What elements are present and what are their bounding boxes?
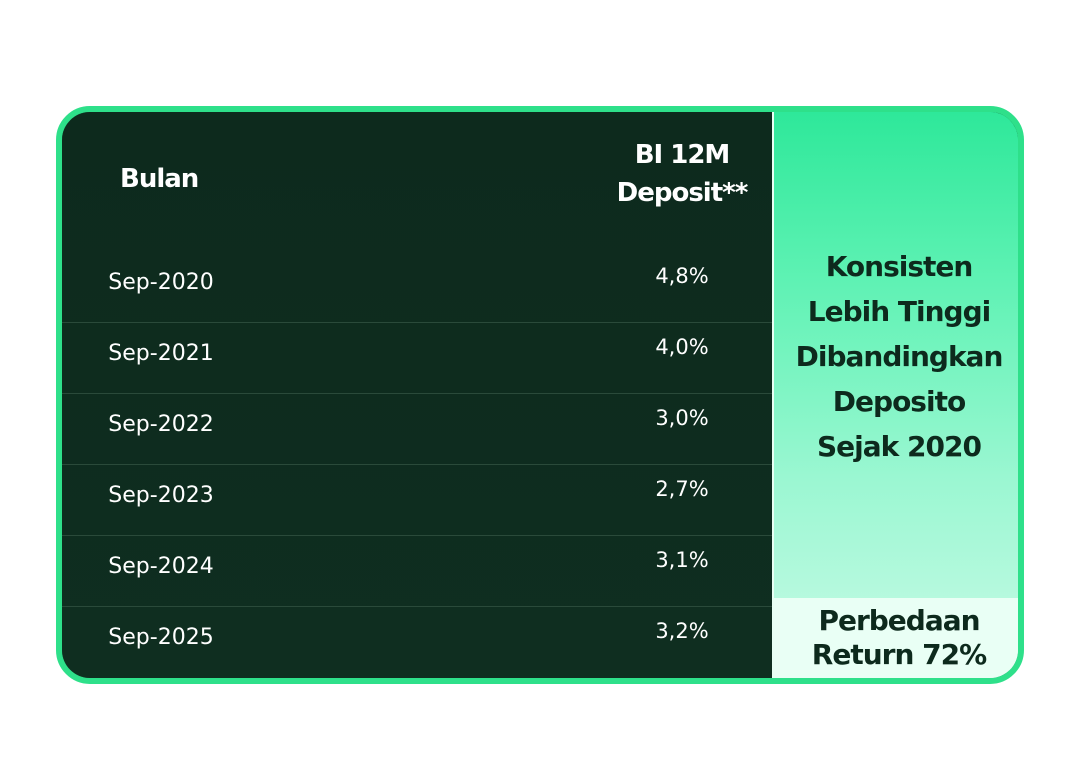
header-deposit: BI 12M Deposit** — [592, 136, 772, 212]
table-row: Sep-2023 2,7% — [62, 465, 772, 536]
highlight-line: Deposito — [832, 385, 966, 418]
highlight-line: Dibandingkan — [795, 340, 1004, 373]
month-cell: Sep-2021 — [108, 341, 214, 366]
highlight-line: Sejak 2020 — [817, 430, 982, 463]
header-month: Bulan — [120, 164, 199, 194]
table-row: Sep-2020 4,8% — [62, 252, 772, 323]
header-deposit-line2: Deposit** — [616, 178, 749, 208]
deposit-rate-cell: 3,2% — [655, 619, 709, 643]
table-row: Sep-2024 3,1% — [62, 536, 772, 607]
deposit-rate-cell: 4,8% — [655, 264, 709, 288]
month-cell: Sep-2023 — [108, 483, 214, 508]
highlight-message: Konsisten Lebih Tinggi Dibandingkan Depo… — [774, 244, 1018, 469]
return-difference-line2: Return 72% — [811, 638, 987, 671]
deposit-rate-cell: 2,7% — [655, 477, 709, 501]
return-difference-badge: Perbedaan Return 72% — [774, 598, 1018, 678]
month-cell: Sep-2024 — [108, 554, 214, 579]
highlight-line: Lebih Tinggi — [807, 295, 991, 328]
deposit-rate-cell: 3,0% — [655, 406, 709, 430]
comparison-card: Bulan BI 12M Deposit** Sep-2020 4,8% Sep… — [56, 106, 1024, 684]
table-row: Sep-2025 3,2% — [62, 607, 772, 678]
deposit-table: Bulan BI 12M Deposit** Sep-2020 4,8% Sep… — [62, 112, 772, 678]
month-cell: Sep-2020 — [108, 270, 214, 295]
return-difference-line1: Perbedaan — [818, 604, 980, 637]
table-row: Sep-2021 4,0% — [62, 323, 772, 394]
highlight-line: Konsisten — [825, 250, 974, 283]
deposit-rate-cell: 3,1% — [655, 548, 709, 572]
month-cell: Sep-2025 — [108, 625, 214, 650]
month-cell: Sep-2022 — [108, 412, 214, 437]
header-deposit-line1: BI 12M — [634, 140, 731, 170]
table-row: Sep-2022 3,0% — [62, 394, 772, 465]
highlight-column: Konsisten Lebih Tinggi Dibandingkan Depo… — [772, 112, 1018, 678]
deposit-rate-cell: 4,0% — [655, 335, 709, 359]
table-body: Sep-2020 4,8% Sep-2021 4,0% Sep-2022 3,0… — [62, 252, 772, 678]
